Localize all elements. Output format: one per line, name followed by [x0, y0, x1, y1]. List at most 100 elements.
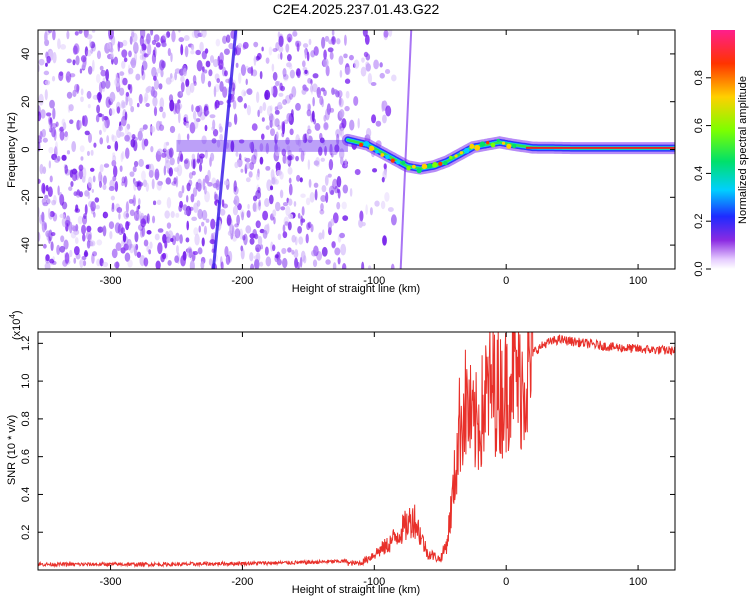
noise-speck: [155, 42, 161, 48]
noise-speck: [128, 50, 132, 58]
noise-speck: [390, 263, 395, 269]
noise-speck: [170, 238, 174, 243]
x-tick-label: -300: [100, 275, 122, 287]
noise-speck: [224, 70, 228, 77]
noise-speck: [180, 81, 185, 93]
noise-speck: [306, 131, 309, 140]
noise-speck: [151, 178, 155, 190]
noise-speck: [281, 257, 288, 269]
noise-speck: [342, 184, 349, 194]
noise-speck: [384, 68, 391, 75]
noise-speck: [44, 79, 51, 86]
noise-speck: [102, 120, 107, 133]
noise-speck: [253, 201, 258, 213]
noise-speck: [216, 139, 221, 148]
noise-speck: [320, 203, 324, 211]
noise-speck: [283, 73, 289, 82]
noise-speck: [310, 82, 314, 95]
noise-speck: [179, 200, 183, 209]
noise-speck: [89, 167, 95, 172]
noise-speck: [319, 209, 325, 215]
noise-speck: [45, 62, 48, 67]
noise-speck: [184, 158, 190, 170]
noise-speck: [55, 121, 59, 127]
noise-speck: [201, 221, 205, 227]
noise-speck: [196, 105, 203, 118]
noise-speck: [272, 209, 277, 218]
ridge-blob: [459, 151, 463, 155]
noise-speck: [227, 121, 232, 128]
noise-speck: [163, 165, 167, 176]
y-tick-label: 40: [20, 48, 32, 60]
noise-speck: [38, 111, 42, 122]
noise-speck: [312, 96, 315, 107]
noise-speck: [86, 230, 92, 241]
noise-speck: [318, 146, 323, 156]
noise-speck: [99, 164, 104, 173]
noise-speck: [38, 178, 41, 184]
noise-speck: [39, 163, 44, 175]
noise-speck: [321, 229, 325, 240]
noise-speck: [173, 177, 177, 185]
noise-speck: [338, 97, 344, 108]
noise-speck: [68, 104, 74, 112]
noise-speck: [295, 134, 300, 146]
noise-speck: [111, 134, 115, 141]
noise-speck: [73, 191, 78, 197]
noise-speck: [307, 77, 312, 84]
noise-speck: [353, 59, 360, 69]
noise-speck: [38, 135, 41, 140]
noise-speck: [359, 210, 364, 222]
noise-speck: [44, 31, 48, 43]
noise-speck: [294, 249, 299, 255]
noise-speck: [131, 31, 135, 38]
noise-speck: [201, 135, 207, 145]
noise-speck: [158, 83, 163, 90]
noise-speck: [191, 170, 196, 176]
noise-speck: [286, 112, 292, 122]
noise-speck: [150, 30, 154, 36]
y-tick-label: -40: [20, 237, 32, 253]
noise-speck: [46, 55, 51, 64]
noise-speck: [162, 148, 167, 153]
noise-speck: [105, 69, 110, 81]
top-x-axis-label: Height of straight line (km): [292, 283, 420, 295]
noise-speck: [302, 84, 307, 91]
noise-speck: [261, 46, 264, 52]
noise-speck: [130, 57, 137, 69]
noise-speck: [383, 163, 387, 170]
noise-speck: [100, 226, 105, 231]
noise-speck: [219, 133, 224, 141]
noise-speck: [151, 66, 157, 78]
noise-speck: [84, 204, 88, 215]
top-y-ticks: -40 -20 0 20 40: [20, 48, 675, 253]
noise-speck: [51, 199, 57, 206]
noise-speck: [287, 166, 293, 175]
noise-speck: [95, 73, 101, 83]
noise-speck: [155, 260, 161, 269]
noise-speck: [292, 30, 298, 37]
noise-speck: [336, 133, 340, 146]
noise-speck: [56, 244, 61, 255]
noise-speck: [153, 79, 159, 90]
noise-speck: [171, 30, 176, 43]
noise-speck: [365, 63, 371, 72]
noise-speck: [285, 205, 291, 217]
noise-speck: [374, 200, 380, 207]
noise-speck: [280, 52, 283, 60]
noise-speck: [235, 151, 239, 157]
noise-speck: [136, 251, 142, 258]
noise-speck: [45, 198, 51, 205]
noise-speck: [125, 91, 130, 97]
ridge-blob: [511, 143, 517, 149]
noise-speck: [231, 82, 236, 92]
noise-speck: [306, 109, 312, 117]
noise-speck: [80, 156, 84, 161]
noise-speck: [180, 75, 185, 83]
noise-speck: [142, 44, 147, 51]
noise-speck: [192, 251, 199, 256]
noise-speck: [382, 114, 387, 124]
noise-speck: [141, 65, 144, 76]
noise-speck: [72, 59, 76, 66]
noise-speck: [84, 190, 90, 197]
